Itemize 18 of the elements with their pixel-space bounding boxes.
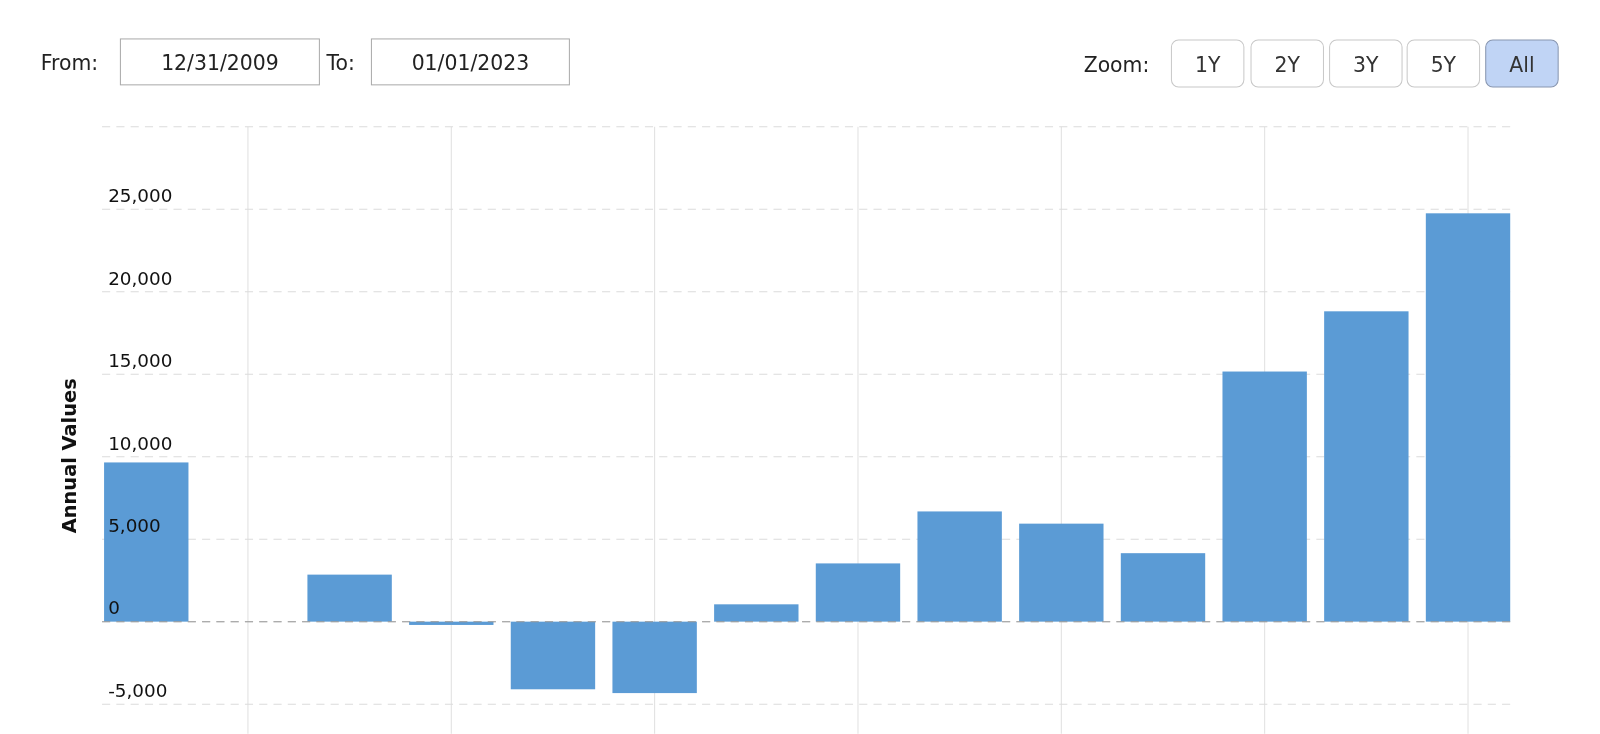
zoom-button: 1Y bbox=[1170, 39, 1245, 88]
text: Zoom: bbox=[1083, 52, 1150, 77]
y-tick-label: 20,000 bbox=[108, 267, 173, 289]
zoom-button: All bbox=[1485, 39, 1559, 88]
y-tick-label: 15,000 bbox=[108, 350, 173, 372]
date-input: 12/31/2009 bbox=[119, 38, 320, 86]
zoom-button: 2Y bbox=[1250, 39, 1324, 88]
y-tick-label: 5,000 bbox=[108, 515, 161, 537]
y-tick-label: -5,000 bbox=[108, 680, 168, 701]
y-tick-label: 10,000 bbox=[108, 432, 173, 454]
y-axis-title: Annual Values bbox=[57, 378, 81, 534]
date-input: 01/01/2023 bbox=[370, 38, 570, 86]
zoom-button: 5Y bbox=[1406, 39, 1481, 88]
zoom-button: 3Y bbox=[1329, 39, 1403, 88]
text: To: bbox=[325, 50, 355, 75]
text: From: bbox=[40, 50, 99, 75]
y-tick-label: 25,000 bbox=[108, 185, 173, 207]
y-tick-label: 0 bbox=[108, 597, 120, 619]
